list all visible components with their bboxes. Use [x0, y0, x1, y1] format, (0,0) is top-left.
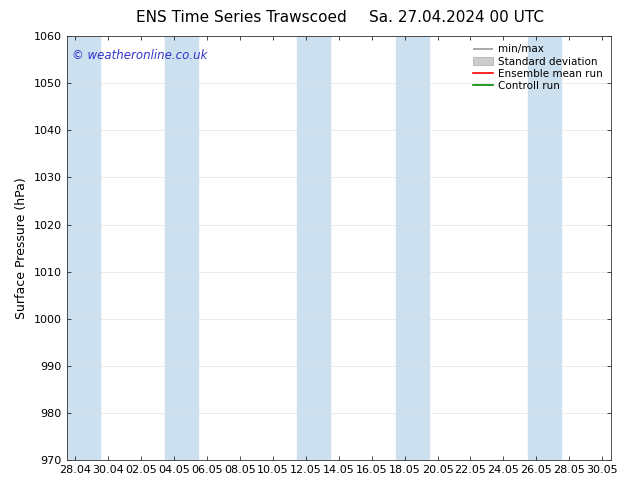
Text: © weatheronline.co.uk: © weatheronline.co.uk [72, 49, 207, 62]
Bar [165, 36, 198, 460]
Bar [67, 36, 100, 460]
Legend: min/max, Standard deviation, Ensemble mean run, Controll run: min/max, Standard deviation, Ensemble me… [469, 41, 605, 94]
Bar [396, 36, 429, 460]
Text: Sa. 27.04.2024 00 UTC: Sa. 27.04.2024 00 UTC [369, 10, 544, 25]
Bar [528, 36, 561, 460]
Y-axis label: Surface Pressure (hPa): Surface Pressure (hPa) [15, 177, 28, 319]
Text: ENS Time Series Trawscoed: ENS Time Series Trawscoed [136, 10, 346, 25]
Bar [297, 36, 330, 460]
